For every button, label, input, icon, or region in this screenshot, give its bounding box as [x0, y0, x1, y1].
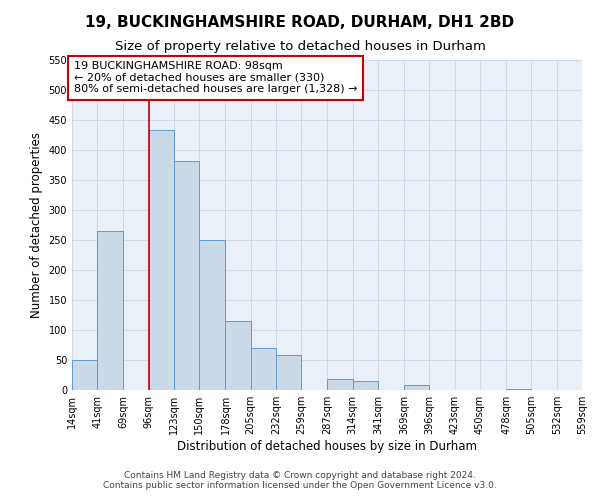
Bar [276, 355, 301, 390]
Text: Contains HM Land Registry data © Crown copyright and database right 2024.
Contai: Contains HM Land Registry data © Crown c… [103, 470, 497, 490]
Bar [226, 321, 251, 390]
Bar [328, 379, 353, 390]
Text: 19, BUCKINGHAMSHIRE ROAD, DURHAM, DH1 2BD: 19, BUCKINGHAMSHIRE ROAD, DURHAM, DH1 2B… [85, 15, 515, 30]
Bar [199, 240, 226, 390]
Bar [72, 360, 97, 390]
Y-axis label: Number of detached properties: Number of detached properties [30, 132, 43, 318]
Text: Size of property relative to detached houses in Durham: Size of property relative to detached ho… [115, 40, 485, 53]
Bar [404, 385, 430, 390]
Bar [174, 161, 199, 390]
Bar [251, 348, 276, 390]
X-axis label: Distribution of detached houses by size in Durham: Distribution of detached houses by size … [177, 440, 477, 453]
Bar [149, 130, 174, 390]
Bar [97, 231, 124, 390]
Bar [353, 381, 378, 390]
Bar [506, 389, 532, 390]
Text: 19 BUCKINGHAMSHIRE ROAD: 98sqm
← 20% of detached houses are smaller (330)
80% of: 19 BUCKINGHAMSHIRE ROAD: 98sqm ← 20% of … [74, 61, 358, 94]
